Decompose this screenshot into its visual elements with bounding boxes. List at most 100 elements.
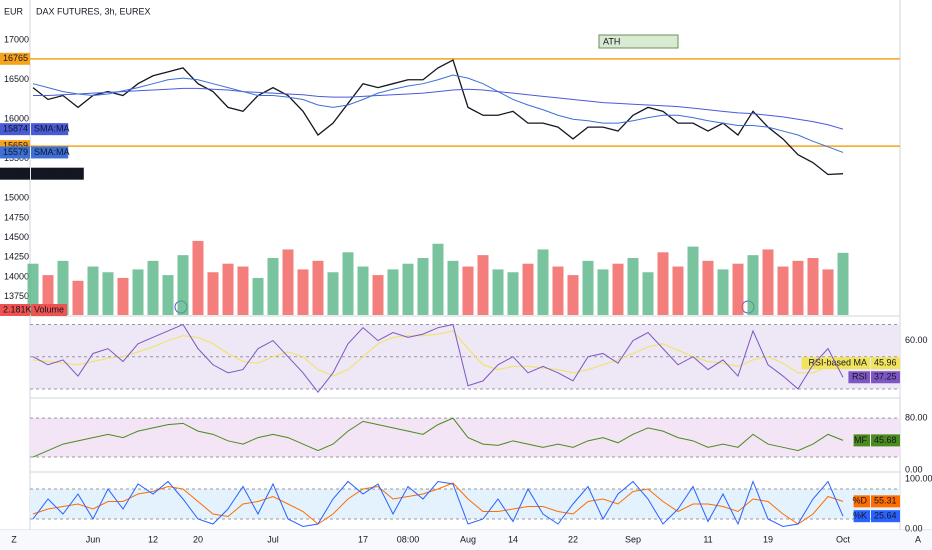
last-value: 45.68 <box>874 435 897 445</box>
series-name: RSI <box>852 372 867 382</box>
y-tick-label: 14750 <box>4 212 29 222</box>
series-name-box <box>853 510 870 523</box>
volume-bar <box>177 255 189 315</box>
series-name: %D <box>852 496 867 506</box>
volume-bar <box>807 258 819 315</box>
volume-bar <box>492 269 504 315</box>
volume-bar <box>207 272 219 315</box>
volume-bar <box>147 260 159 315</box>
x-tick-label: 14 <box>508 534 518 544</box>
volume-bar <box>762 249 774 315</box>
volume-bar <box>657 252 669 315</box>
volume-bar <box>522 263 534 315</box>
volume-bar <box>42 275 54 315</box>
volume-bar <box>102 272 114 315</box>
series-line <box>33 87 844 130</box>
time-axis <box>0 530 932 550</box>
series-name: FDAXZ2023 <box>34 168 84 178</box>
y-tick-label: 13750 <box>4 291 29 301</box>
volume-label-box <box>0 304 30 316</box>
volume-bar <box>777 266 789 315</box>
volume-bar <box>132 269 144 315</box>
volume-bar <box>417 258 429 315</box>
volume-bar <box>642 272 654 315</box>
series-name: MF <box>854 435 867 445</box>
x-tick-label: 22 <box>568 534 578 544</box>
band-fill <box>30 418 900 458</box>
y-tick-label: 17000 <box>4 35 29 45</box>
x-tick-label: Jun <box>86 534 101 544</box>
volume-bar <box>687 246 699 315</box>
y-tick-label: 0.00 <box>905 523 923 533</box>
volume-bar <box>627 258 639 315</box>
last-value-box <box>871 357 900 370</box>
x-tick-label: 12 <box>148 534 158 544</box>
x-tick-label: 08:00 <box>397 534 420 544</box>
volume-bar <box>27 263 39 315</box>
series-line <box>32 480 844 528</box>
volume-bar <box>567 275 579 315</box>
x-tick-label: 19 <box>763 534 773 544</box>
volume-bar <box>297 269 309 315</box>
volume-bar <box>282 249 294 315</box>
volume-bar <box>372 275 384 315</box>
series-name-box <box>848 371 870 384</box>
volume-bar <box>72 280 84 315</box>
y-tick-label: 14500 <box>4 232 29 242</box>
series-name-box <box>31 146 69 159</box>
last-value: 15579 <box>3 147 28 157</box>
volume-bar <box>222 263 234 315</box>
series-name-box <box>853 434 870 447</box>
last-value-box <box>871 495 900 508</box>
last-value-box <box>871 510 900 523</box>
series-name-box <box>31 123 69 136</box>
last-value: 15874 <box>3 124 28 134</box>
x-tick-label: Oct <box>836 534 851 544</box>
series-name: %K <box>853 511 867 521</box>
volume-bar <box>837 252 849 315</box>
volume-bar <box>192 240 204 315</box>
last-value: 37.25 <box>874 372 897 382</box>
y-tick-label: 16500 <box>4 74 29 84</box>
volume-bar <box>387 269 399 315</box>
hline-label-box <box>0 52 30 65</box>
volume-bar <box>342 252 354 315</box>
volume-bar <box>57 260 69 315</box>
corner-label: Z <box>11 534 17 544</box>
x-tick-label: Aug <box>460 534 476 544</box>
volume-bar <box>747 255 759 315</box>
series-name-box <box>853 495 870 508</box>
last-value: 55.31 <box>874 496 897 506</box>
volume-bar <box>252 277 264 315</box>
last-value: 25.64 <box>874 511 897 521</box>
volume-bar <box>552 266 564 315</box>
y-tick-label: 60.00 <box>905 335 928 345</box>
volume-bar <box>822 269 834 315</box>
x-tick-label: 11 <box>703 534 712 544</box>
volume-bar <box>162 275 174 315</box>
y-tick-label: 100.00 <box>905 473 932 483</box>
chart-title: DAX FUTURES, 3h, EUREX <box>36 6 151 16</box>
y-tick-label: 14250 <box>4 252 29 262</box>
volume-bar <box>477 255 489 315</box>
x-tick-label: Jul <box>267 534 279 544</box>
volume-bar <box>312 260 324 315</box>
volume-bar <box>447 260 459 315</box>
x-tick-label: 20 <box>193 534 203 544</box>
series-line <box>32 482 844 525</box>
volume-bar <box>357 266 369 315</box>
x-tick-label: Sep <box>625 534 641 544</box>
volume-bar <box>117 277 129 315</box>
hline-label: 16765 <box>3 53 28 63</box>
y-tick-label: 0.00 <box>905 464 923 474</box>
hline-label: 15659 <box>3 141 28 151</box>
last-value-box <box>871 434 900 447</box>
series-line <box>32 330 844 377</box>
last-value-box <box>0 167 30 180</box>
series-line <box>32 323 844 393</box>
last-value: 45.96 <box>874 358 897 368</box>
last-value-box <box>0 123 30 136</box>
last-value: 15310 <box>3 168 28 178</box>
y-tick-label: 80.00 <box>905 413 928 423</box>
volume-bar <box>267 258 279 315</box>
